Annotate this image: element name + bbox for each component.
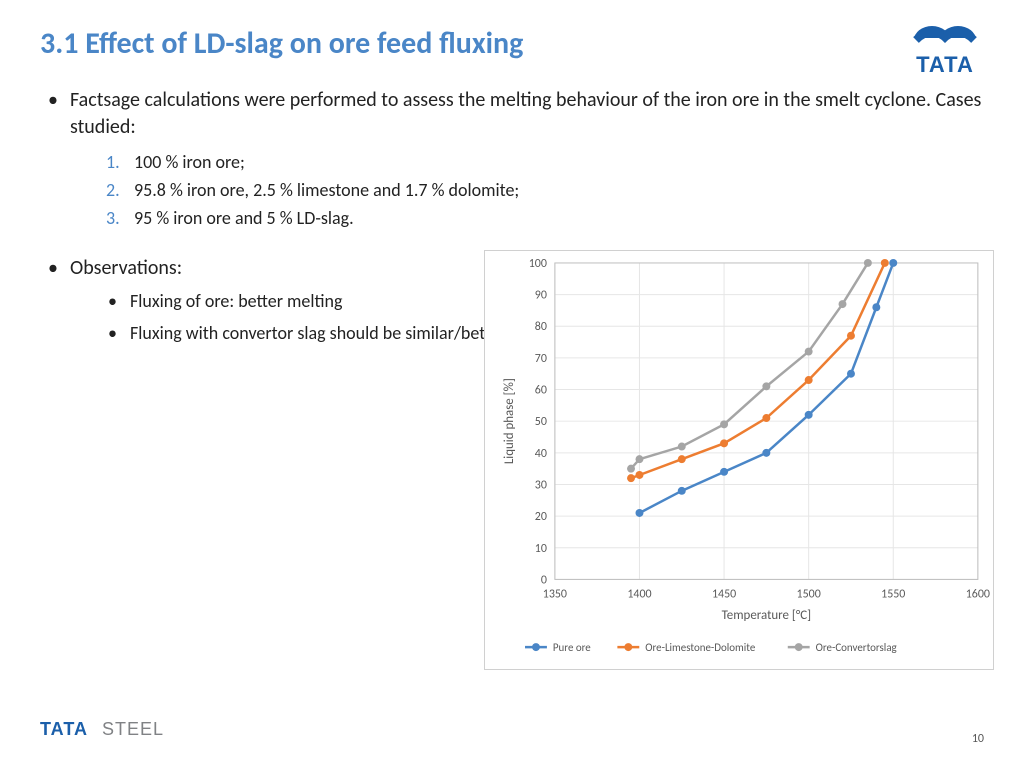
svg-text:1450: 1450 xyxy=(712,587,736,601)
svg-text:70: 70 xyxy=(535,352,547,366)
svg-text:Ore-Convertorslag: Ore-Convertorslag xyxy=(816,641,897,654)
svg-text:40: 40 xyxy=(535,447,547,461)
svg-text:90: 90 xyxy=(535,289,547,303)
svg-text:100: 100 xyxy=(529,257,547,271)
page-number: 10 xyxy=(972,732,984,746)
intro-bullet: Factsage calculations were performed to … xyxy=(40,87,984,233)
svg-text:1350: 1350 xyxy=(543,587,567,601)
svg-text:10: 10 xyxy=(535,542,547,556)
svg-text:20: 20 xyxy=(535,510,547,524)
svg-text:1550: 1550 xyxy=(881,587,905,601)
svg-text:Temperature [°C]: Temperature [°C] xyxy=(722,608,811,623)
slide-title: 3.1 Effect of LD-slag on ore feed fluxin… xyxy=(40,25,523,62)
footer-brand-logo: TATA STEEL xyxy=(40,717,180,746)
tata-logo: TATA xyxy=(906,20,984,87)
svg-text:30: 30 xyxy=(535,478,547,492)
case-item: 100 % iron ore; xyxy=(70,149,984,177)
svg-text:Pure ore: Pure ore xyxy=(553,641,591,654)
intro-text: Factsage calculations were performed to … xyxy=(70,88,981,139)
observations-header: Observations: xyxy=(70,256,182,280)
svg-text:1600: 1600 xyxy=(966,587,990,601)
svg-text:80: 80 xyxy=(535,320,547,334)
svg-text:Liquid phase [%]: Liquid phase [%] xyxy=(502,378,517,464)
svg-text:1500: 1500 xyxy=(797,587,821,601)
svg-text:TATA: TATA xyxy=(916,52,974,77)
svg-text:50: 50 xyxy=(535,415,547,429)
cases-list: 100 % iron ore; 95.8 % iron ore, 2.5 % l… xyxy=(70,149,984,233)
svg-text:1400: 1400 xyxy=(627,587,651,601)
svg-text:TATA: TATA xyxy=(40,719,88,739)
svg-text:60: 60 xyxy=(535,384,547,398)
liquid-phase-chart: 0 10 20 30 40 50 60 70 80 90 100 1350 1400 1450 1500 15… xyxy=(484,250,994,670)
case-item: 95.8 % iron ore, 2.5 % limestone and 1.7… xyxy=(70,177,984,205)
case-item: 95 % iron ore and 5 % LD-slag. xyxy=(70,205,984,233)
svg-text:0: 0 xyxy=(541,573,547,587)
svg-text:Ore-Limestone-Dolomite: Ore-Limestone-Dolomite xyxy=(645,641,756,654)
svg-text:STEEL: STEEL xyxy=(102,719,164,739)
